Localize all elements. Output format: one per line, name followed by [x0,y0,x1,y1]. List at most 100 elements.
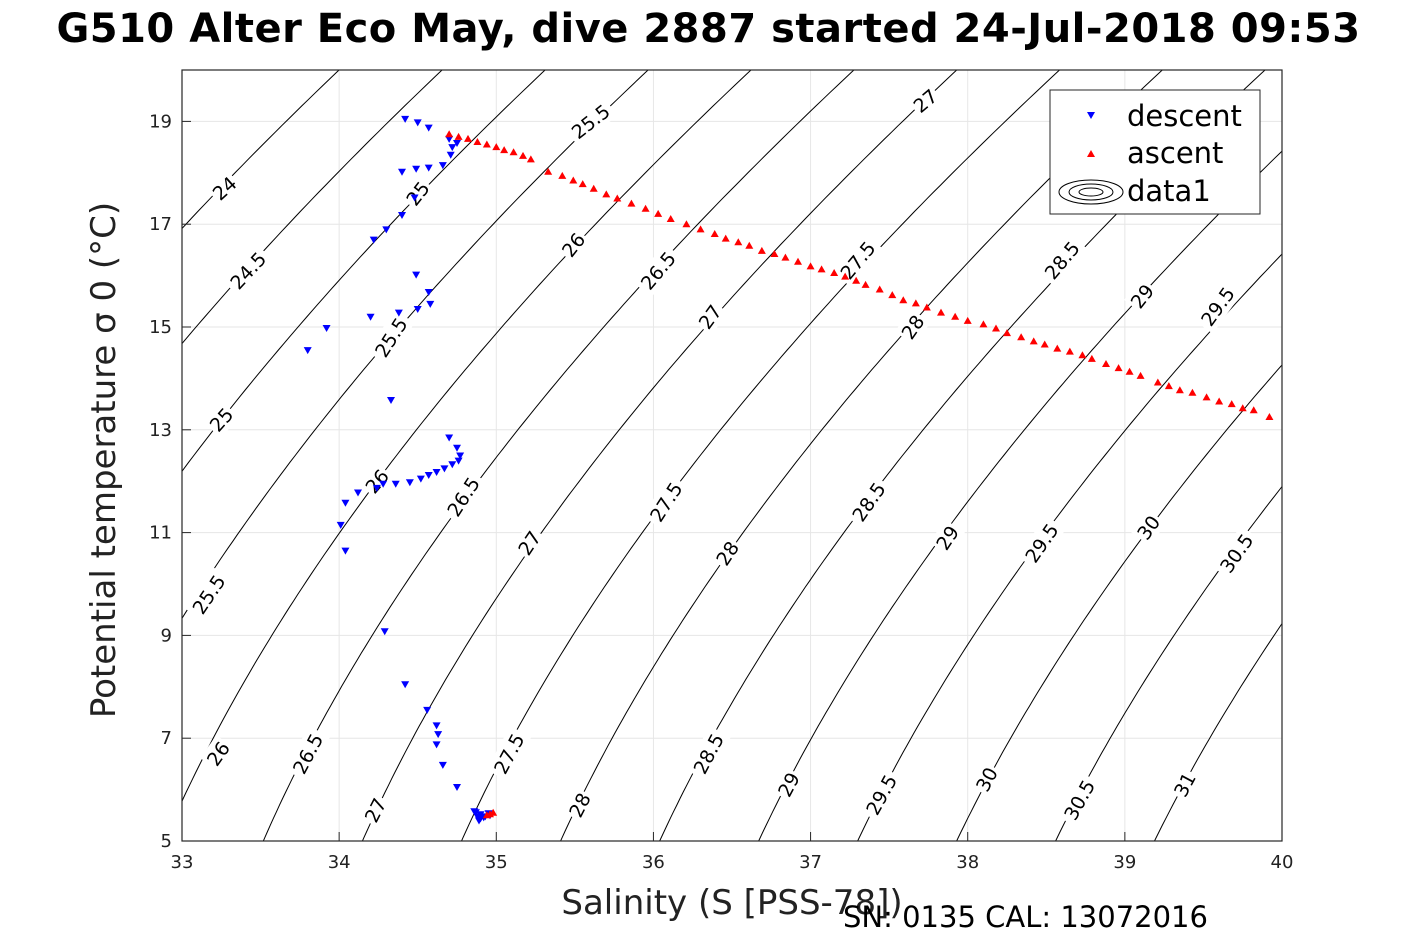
descent-point [446,151,455,159]
ascent-point [473,137,482,145]
ascent-point [509,148,518,156]
ascent-point [1164,382,1173,390]
ascent-point [794,257,802,265]
descent-point [445,135,454,143]
isopycnal-line [182,70,649,620]
ascent-point [482,140,491,148]
contour-label-bg [563,96,618,147]
ascent-point [578,180,587,188]
ascent-point [526,155,535,163]
descent-point [453,139,461,147]
y-tick-label: 11 [149,523,172,544]
legend-ascent-label: ascent [1127,136,1223,170]
y-tick-label: 5 [161,831,172,852]
isopycnal-line [857,253,1282,841]
y-tick-label: 7 [161,728,172,749]
ascent-point [558,171,567,179]
descent-point [432,722,441,730]
descent-point [440,465,449,473]
ascent-point [445,130,454,138]
descent-point [448,144,457,152]
ascent-point [770,250,779,258]
contour-label-bg [709,534,746,572]
ascent-point [745,241,754,249]
descent-point [398,168,406,176]
ascent-point [464,134,472,142]
descent-point [424,124,433,132]
legend-descent-marker [1087,112,1095,119]
descent-point [354,489,362,497]
contour-label-bg [399,174,436,212]
descent-point [372,484,381,492]
ascent-point [830,269,839,277]
isopycnal-line [560,70,1164,841]
ascent-point [613,194,622,202]
y-tick-label: 13 [149,420,172,441]
contour-label-bg [1017,515,1066,571]
contour-label-bg [929,519,966,557]
y-tick-label: 15 [149,317,172,338]
contour-label-bg [1167,766,1202,803]
descent-point [454,457,463,465]
ascent-point [979,320,988,328]
contour-label-bg [184,566,233,622]
isopycnal-line [182,70,752,803]
legend-descent-label: descent [1127,99,1242,133]
legend-ascent-marker [1087,150,1095,157]
ascent-point [757,246,766,254]
descent-point [412,271,421,279]
descent-point [438,162,447,170]
contour-label-bg [771,766,806,803]
ascent-point [500,146,509,154]
contour-label-bg [1193,279,1243,334]
descent-point [453,444,461,452]
ascent-point [602,190,611,198]
ascent-point [1087,354,1096,362]
ascent-point [781,253,790,261]
descent-point [410,194,419,202]
contour-label-bg [367,309,415,365]
contour-label-bg [1056,772,1102,828]
isopycnal-line [361,70,958,841]
contour-label-bg [692,298,728,336]
contour-label-bg [1036,233,1088,288]
ascent-point [861,280,870,288]
ascent-point [627,199,636,207]
ascent-point [589,184,598,192]
ascent-point [1227,400,1236,408]
descent-point [432,741,441,749]
x-tick-label: 35 [485,852,508,873]
ascent-point [951,312,960,320]
ascent-point [710,229,719,237]
descent-point [424,472,433,480]
x-tick-label: 33 [171,852,194,873]
y-tick-label: 19 [149,111,172,132]
descent-point [380,628,389,636]
descent-point [405,479,414,487]
contour-label-bg [686,725,731,782]
contour-label-bg [642,474,690,530]
axis-ticks: 33 34 35 36 37 38 39 40 5 7 9 11 13 15 17 19 [149,111,1293,873]
descent-point [336,521,345,529]
isopycnal-line [1153,622,1282,841]
contour-label-bg [969,761,1004,798]
contour-label-bg [894,308,931,346]
contour-label-bg [439,469,487,525]
ascent-point [1078,351,1087,359]
ascent-point [1188,388,1197,396]
descent-point [413,119,422,127]
ascent-point [721,234,730,242]
x-axis-label: Salinity (S [PSS-78]) [561,883,902,923]
isopycnal-line [460,70,1061,841]
y-axis-label: Potential temperature σ 0 (°C) [84,202,124,718]
descent-point [438,761,447,769]
descent-point [401,115,410,123]
ascent-point [1029,337,1038,345]
ascent-point [1238,404,1247,412]
isopycnal-line [182,70,443,345]
ascent-point [841,272,850,280]
contour-label-bg [222,244,274,297]
ascent-point [852,276,861,284]
descent-point [412,165,421,173]
